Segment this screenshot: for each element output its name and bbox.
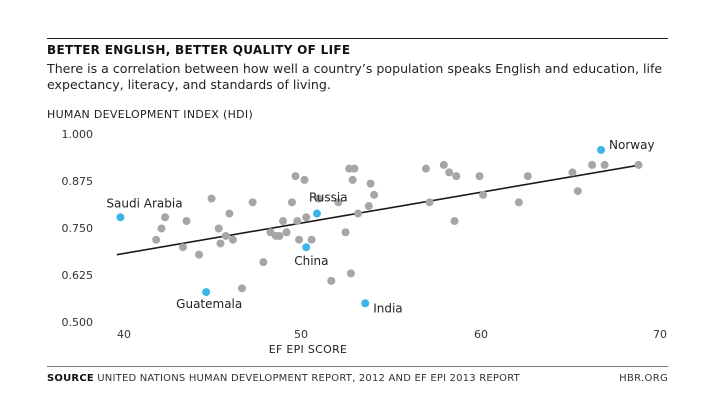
x-tick-label: 60 (474, 328, 488, 341)
data-point (366, 179, 375, 188)
chart-subtitle: There is a correlation between how well … (47, 61, 663, 92)
data-point (307, 235, 316, 244)
y-tick-label: 0.625 (61, 269, 94, 282)
data-point (195, 250, 204, 259)
data-point (475, 172, 484, 181)
country-label: Norway (609, 138, 655, 152)
data-point (293, 217, 302, 226)
x-tick-label: 40 (117, 328, 131, 341)
data-point (314, 194, 323, 203)
data-point (248, 198, 257, 207)
country-label: Guatemala (176, 297, 242, 311)
data-point (225, 209, 234, 218)
y-axis-title: HUMAN DEVELOPMENT INDEX (HDI) (47, 108, 254, 121)
highlight-point (361, 299, 370, 308)
data-point (207, 194, 216, 203)
data-point (588, 160, 597, 169)
data-points (152, 160, 643, 293)
data-point (275, 231, 284, 240)
data-point (228, 235, 237, 244)
y-tick-label: 0.875 (61, 175, 94, 188)
data-point (295, 235, 304, 244)
data-point (300, 175, 309, 184)
data-point (568, 168, 577, 177)
data-point (634, 160, 643, 169)
highlight-point (597, 145, 606, 154)
y-tick-label: 0.500 (61, 316, 94, 329)
data-point (157, 224, 166, 233)
source-text: UNITED NATIONS HUMAN DEVELOPMENT REPORT,… (93, 373, 520, 384)
data-point (354, 209, 363, 218)
country-label: China (294, 254, 328, 268)
data-point (341, 228, 350, 237)
y-tick-label: 0.750 (61, 222, 94, 235)
data-point (348, 175, 357, 184)
data-point (214, 224, 223, 233)
country-label: India (373, 301, 402, 315)
highlight-point (202, 288, 211, 297)
data-point (282, 228, 291, 237)
brand-label: HBR.ORG (619, 373, 668, 384)
data-point (452, 172, 461, 181)
data-point (334, 198, 343, 207)
highlight-point (302, 243, 311, 252)
highlighted-points: Saudi Arabia Guatemala China Russia India Nor… (106, 138, 654, 315)
data-point (302, 213, 311, 222)
data-point (573, 187, 582, 196)
source-label: SOURCE (47, 373, 94, 384)
title-rule (47, 38, 668, 39)
trend-line (116, 164, 641, 256)
data-point (445, 168, 454, 177)
x-tick-label: 70 (653, 328, 667, 341)
country-label: Russia (309, 191, 348, 205)
data-point (450, 217, 459, 226)
data-point (514, 198, 523, 207)
data-point (259, 258, 268, 267)
data-point (425, 198, 434, 207)
data-point (350, 164, 359, 173)
x-axis-title: EF EPI SCORE (268, 343, 348, 356)
data-point (327, 276, 336, 285)
footer-rule (47, 366, 668, 367)
data-point (370, 190, 379, 199)
y-tick-label: 1.000 (61, 128, 94, 141)
highlight-point (116, 213, 125, 222)
data-point (237, 284, 246, 293)
data-point (152, 235, 161, 244)
data-point (439, 160, 448, 169)
highlight-point (312, 209, 321, 218)
data-point (291, 172, 300, 181)
data-point (479, 190, 488, 199)
data-point (216, 239, 225, 248)
country-label: Saudi Arabia (106, 196, 182, 210)
data-point (182, 217, 191, 226)
data-point (287, 198, 296, 207)
data-point (600, 160, 609, 169)
data-point (364, 202, 373, 211)
chart-title: BETTER ENGLISH, BETTER QUALITY OF LIFE (47, 43, 351, 57)
data-point (523, 172, 532, 181)
data-point (161, 213, 170, 222)
data-point (279, 217, 288, 226)
data-point (178, 243, 187, 252)
data-point (421, 164, 430, 173)
data-point (221, 231, 230, 240)
x-tick-label: 50 (294, 328, 308, 341)
data-point (346, 269, 355, 278)
source-note: SOURCE UNITED NATIONS HUMAN DEVELOPMENT … (47, 373, 520, 384)
